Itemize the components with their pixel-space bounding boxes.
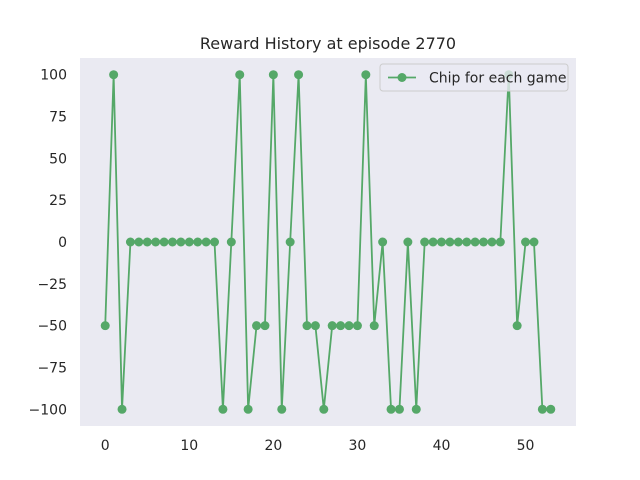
data-point xyxy=(167,237,177,247)
data-point xyxy=(142,237,152,247)
y-tick-label: −75 xyxy=(37,360,67,376)
data-point xyxy=(151,237,161,247)
data-point xyxy=(125,237,135,247)
data-point xyxy=(319,404,329,414)
y-axis-ticks: 100 75 50 25 0 −25 −50 −75 −100 xyxy=(29,68,67,419)
y-tick-label: −50 xyxy=(37,319,67,335)
data-point xyxy=(470,237,480,247)
data-point xyxy=(369,321,379,331)
x-tick-label: 50 xyxy=(517,438,535,454)
data-point xyxy=(117,404,127,414)
data-point xyxy=(352,321,362,331)
series-points xyxy=(100,70,556,414)
data-point xyxy=(100,321,110,331)
data-point xyxy=(302,321,312,331)
data-point xyxy=(436,237,446,247)
legend-label: Chip for each game xyxy=(429,71,567,87)
data-point xyxy=(361,70,371,80)
data-point xyxy=(537,404,547,414)
x-tick-label: 0 xyxy=(101,438,110,454)
data-point xyxy=(109,70,119,80)
x-tick-label: 10 xyxy=(180,438,198,454)
data-point xyxy=(285,237,295,247)
data-point xyxy=(453,237,463,247)
chart-title: Reward History at episode 2770 xyxy=(200,34,456,53)
data-point xyxy=(184,237,194,247)
data-point xyxy=(159,237,169,247)
data-point xyxy=(310,321,320,331)
data-point xyxy=(235,70,245,80)
data-point xyxy=(411,404,421,414)
legend-box xyxy=(379,63,569,92)
x-tick-label: 40 xyxy=(433,438,451,454)
data-point xyxy=(445,237,455,247)
data-point xyxy=(336,321,346,331)
data-point xyxy=(386,404,396,414)
data-point xyxy=(260,321,270,331)
y-tick-label: 25 xyxy=(49,193,67,209)
x-axis-ticks: 0 10 20 30 40 50 xyxy=(101,438,535,454)
data-point xyxy=(529,237,539,247)
data-point xyxy=(218,404,228,414)
y-tick-label: −100 xyxy=(29,402,67,418)
data-point xyxy=(252,321,262,331)
data-point xyxy=(176,237,186,247)
data-point xyxy=(521,237,531,247)
data-point xyxy=(378,237,388,247)
data-point xyxy=(201,237,211,247)
data-point xyxy=(277,404,287,414)
data-point xyxy=(487,237,497,247)
data-point xyxy=(479,237,489,247)
y-tick-label: 100 xyxy=(40,68,67,84)
data-point xyxy=(344,321,354,331)
data-point xyxy=(495,237,505,247)
data-point xyxy=(243,404,253,414)
y-tick-label: 50 xyxy=(49,151,67,167)
data-point xyxy=(327,321,337,331)
y-tick-label: 75 xyxy=(49,110,67,126)
data-point xyxy=(210,237,220,247)
data-point xyxy=(226,237,236,247)
legend-marker xyxy=(397,73,407,82)
data-point xyxy=(193,237,203,247)
data-point xyxy=(546,404,556,414)
data-point xyxy=(420,237,430,247)
y-tick-label: −25 xyxy=(37,277,67,293)
data-point xyxy=(512,321,522,331)
legend: Chip for each game xyxy=(379,63,569,92)
data-point xyxy=(403,237,413,247)
x-tick-label: 20 xyxy=(264,438,282,454)
data-point xyxy=(134,237,144,247)
data-point xyxy=(294,70,304,80)
x-tick-label: 30 xyxy=(349,438,367,454)
data-point xyxy=(428,237,438,247)
data-point xyxy=(462,237,472,247)
data-point xyxy=(268,70,278,80)
y-tick-label: 0 xyxy=(58,235,67,251)
data-point xyxy=(394,404,404,414)
